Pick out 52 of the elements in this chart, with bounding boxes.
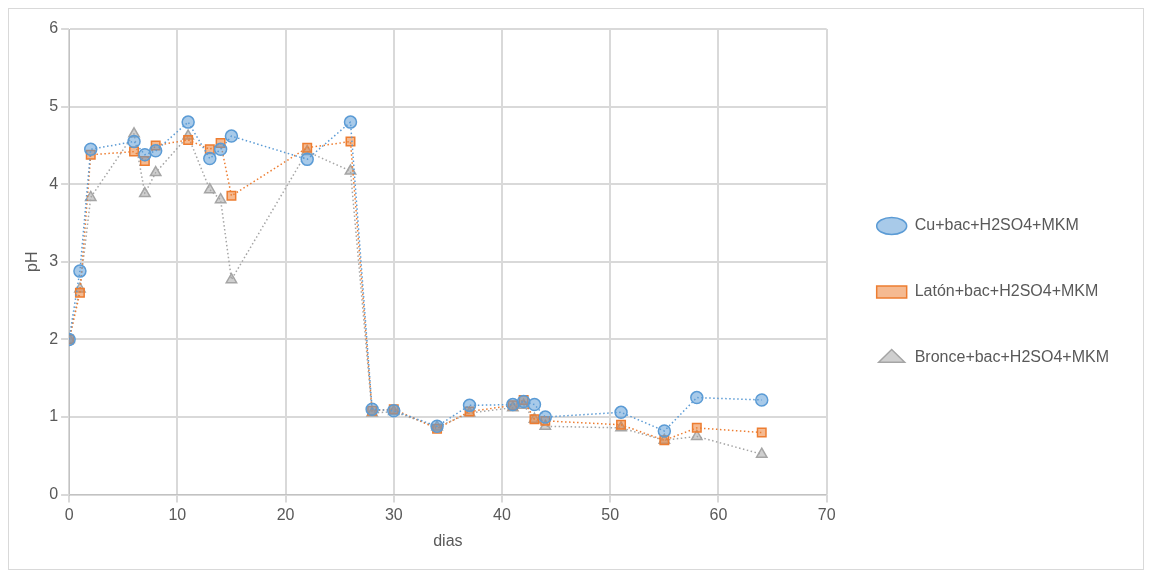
point: [127, 134, 141, 149]
x-tick-label: 20: [276, 505, 295, 523]
point: [149, 165, 162, 177]
point: [691, 422, 702, 433]
point: [181, 115, 195, 129]
point: [148, 144, 163, 158]
point: [183, 134, 194, 145]
y-axis-title: pH: [23, 251, 41, 273]
y-tick-label: 0: [49, 485, 59, 503]
point: [756, 427, 767, 438]
legend-label: Latón+bac+H2SO4+MKM: [914, 282, 1099, 300]
point: [343, 115, 358, 129]
point: [73, 264, 87, 278]
point: [213, 142, 228, 157]
x-axis-title: dias: [433, 531, 463, 549]
point: [345, 136, 356, 147]
point: [538, 410, 553, 424]
legend-label: Cu+bac+H2SO4+MKM: [914, 216, 1079, 234]
point: [755, 447, 768, 458]
point: [224, 129, 239, 143]
point: [226, 190, 237, 201]
point: [657, 424, 672, 438]
x-tick-label: 60: [709, 505, 728, 523]
point: [138, 147, 152, 162]
y-tick-label: 4: [49, 174, 59, 192]
point: [203, 182, 216, 194]
point: [225, 272, 238, 284]
point: [83, 142, 98, 157]
y-tick-label: 3: [49, 252, 59, 270]
point: [129, 146, 140, 157]
point: [84, 190, 97, 202]
y-tick-label: 5: [49, 97, 59, 115]
x-tick-label: 30: [384, 505, 403, 523]
point: [203, 151, 217, 166]
y-tick-label: 2: [49, 329, 59, 347]
x-tick-label: 50: [601, 505, 620, 523]
x-tick-label: 40: [493, 505, 511, 523]
point: [690, 390, 704, 405]
x-tick-label: 0: [64, 505, 74, 523]
point: [300, 152, 314, 167]
point: [462, 398, 477, 413]
y-tick-label: 1: [49, 407, 59, 425]
point: [527, 397, 542, 412]
x-tick-label: 10: [168, 505, 187, 523]
point: [754, 393, 769, 407]
point: [614, 405, 628, 420]
point: [138, 186, 151, 198]
legend-label: Bronce+bac+H2SO4+MKM: [914, 348, 1110, 366]
point: [214, 192, 227, 204]
x-tick-label: 70: [817, 505, 836, 523]
point: [74, 287, 85, 298]
y-tick-label: 6: [49, 19, 59, 37]
